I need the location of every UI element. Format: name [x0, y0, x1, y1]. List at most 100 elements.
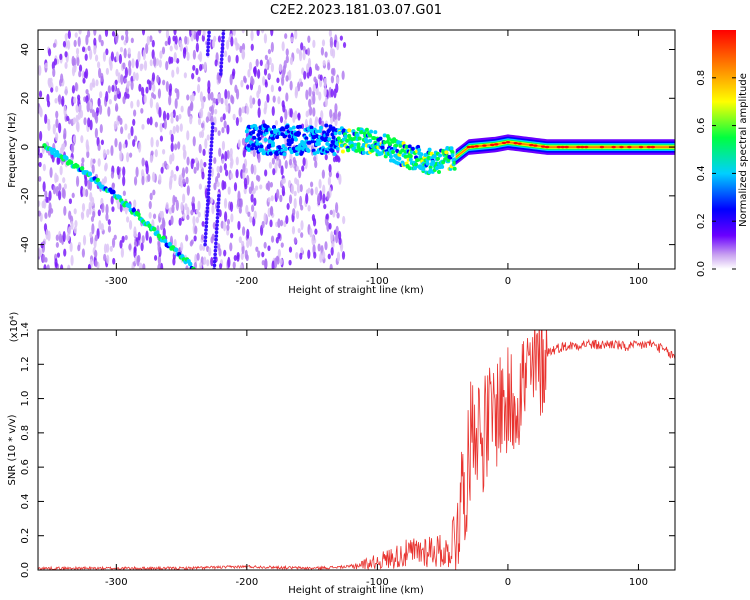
- heatmap-cell: [193, 166, 197, 174]
- heatmap-cell: [327, 176, 331, 186]
- heatmap-cell: [130, 37, 134, 44]
- heatmap-cell: [97, 97, 101, 107]
- heatmap-cell: [306, 148, 311, 153]
- heatmap-cell: [382, 140, 387, 145]
- heatmap-cell: [252, 66, 257, 74]
- heatmap-cell: [49, 77, 53, 83]
- heatmap-cell: [216, 181, 220, 188]
- heatmap-cell: [85, 34, 89, 46]
- heatmap-cell: [227, 55, 231, 63]
- heatmap-cell: [309, 227, 313, 238]
- heatmap-cell: [110, 171, 115, 179]
- heatmap-cell: [80, 211, 85, 221]
- heatmap-cell: [113, 234, 117, 240]
- heatmap-cell: [237, 139, 241, 148]
- heatmap-cell: [123, 48, 127, 59]
- heatmap-cell: [272, 95, 276, 103]
- heatmap-cell: [222, 113, 226, 121]
- heatmap-cell: [293, 197, 297, 209]
- heatmap-cell: [425, 161, 430, 166]
- heatmap-cell: [38, 176, 42, 182]
- heatmap-cell: [355, 133, 360, 138]
- heatmap-cell: [302, 50, 306, 61]
- heatmap-cell: [321, 120, 325, 128]
- heatmap-cell: [185, 234, 189, 242]
- heatmap-cell: [361, 150, 366, 155]
- heatmap-cell: [124, 123, 128, 131]
- heatmap-cell: [330, 231, 334, 242]
- heatmap-cell: [246, 147, 251, 152]
- heatmap-cell: [115, 68, 119, 77]
- heatmap-cell: [501, 141, 507, 145]
- heatmap-cell: [107, 219, 111, 225]
- heatmap-cell: [42, 181, 46, 192]
- heatmap-cell: [440, 164, 445, 169]
- heatmap-cell: [146, 117, 150, 125]
- heatmap-cell: [162, 79, 166, 86]
- heatmap-cell: [329, 108, 333, 119]
- heatmap-y-label: Frequency (Hz): [7, 112, 18, 188]
- heatmap-cell: [271, 157, 276, 165]
- heatmap-cell: [50, 87, 54, 93]
- heatmap-cell: [192, 49, 196, 60]
- heatmap-cell: [611, 145, 616, 149]
- heatmap-cell: [191, 201, 196, 213]
- heatmap-cell: [308, 86, 312, 97]
- heatmap-cell: [225, 39, 230, 50]
- heatmap-cell: [78, 30, 82, 35]
- heatmap-cell: [54, 258, 58, 267]
- heatmap-cell: [332, 67, 336, 77]
- heatmap-cell: [63, 248, 67, 257]
- heatmap-cell: [141, 157, 145, 167]
- heatmap-cell: [255, 246, 259, 252]
- heatmap-cell: [213, 248, 218, 253]
- heatmap-cell: [306, 63, 310, 73]
- heatmap-cell: [207, 180, 211, 185]
- y-tick-label: 0.0: [20, 562, 31, 578]
- heatmap-cell: [95, 177, 100, 183]
- heatmap-cell: [250, 43, 254, 51]
- heatmap-cell: [119, 150, 123, 162]
- heatmap-cell: [54, 172, 58, 184]
- heatmap-cell: [206, 198, 210, 203]
- heatmap-cell: [410, 146, 415, 151]
- colorbar-tick-label: 0.8: [696, 70, 707, 86]
- heatmap-cell: [172, 125, 176, 135]
- heatmap-cell: [207, 184, 211, 188]
- heatmap-cell: [261, 251, 265, 258]
- heatmap-cell: [70, 254, 74, 266]
- heatmap-cell: [88, 180, 93, 191]
- heatmap-cell: [93, 37, 97, 47]
- heatmap-cell: [368, 133, 373, 138]
- heatmap-cell: [337, 131, 342, 136]
- heatmap-cell: [111, 84, 115, 93]
- colorbar-label: Normalized spectral amplitude: [738, 73, 749, 227]
- snr-frame: [37, 329, 676, 571]
- heatmap-cell: [171, 204, 175, 214]
- heatmap-cell: [404, 144, 409, 149]
- heatmap-cell: [210, 125, 215, 130]
- heatmap-cell: [207, 169, 212, 174]
- heatmap-cell: [199, 63, 203, 72]
- heatmap-cell: [82, 234, 87, 246]
- x-tick-label: -100: [366, 577, 389, 588]
- heatmap-cell: [186, 156, 190, 166]
- heatmap-cell: [222, 220, 227, 232]
- heatmap-cell: [132, 139, 136, 147]
- heatmap-cell: [191, 72, 195, 80]
- heatmap-cell: [51, 147, 57, 153]
- heatmap-cell: [264, 54, 268, 61]
- heatmap-cell: [346, 148, 351, 153]
- heatmap-cell: [330, 247, 334, 256]
- heatmap-cell: [203, 231, 208, 236]
- heatmap-cell: [283, 147, 288, 152]
- heatmap-cell: [66, 232, 70, 242]
- heatmap-cell: [210, 104, 214, 116]
- heatmap-cell: [167, 241, 173, 247]
- heatmap-cell: [70, 220, 74, 230]
- heatmap-cell: [115, 51, 119, 62]
- heatmap-cell: [206, 134, 210, 141]
- heatmap-cell: [158, 59, 162, 68]
- heatmap-cell: [77, 36, 81, 47]
- heatmap-cell: [208, 155, 213, 159]
